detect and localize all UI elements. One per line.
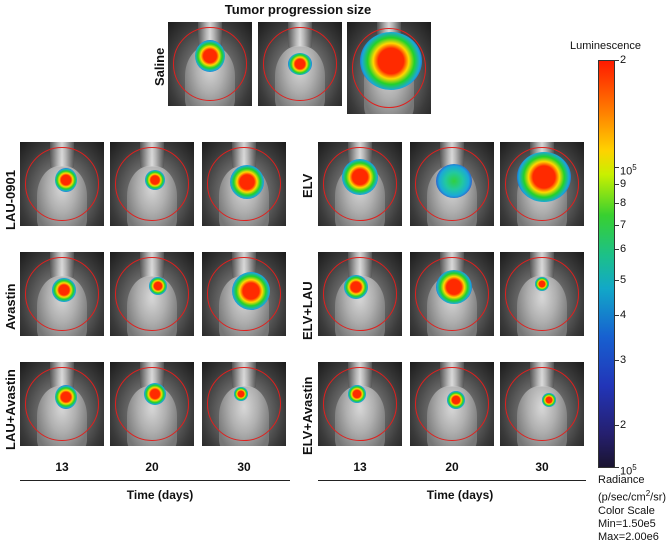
image-avastin-13 <box>20 252 104 336</box>
image-lau-0901-13 <box>20 142 104 226</box>
day-label-13: 13 <box>55 460 69 474</box>
roi-circle <box>207 367 281 441</box>
roi-circle <box>415 147 489 221</box>
day-label-30-right: 30 <box>535 460 549 474</box>
time-axis-title-right: Time (days) <box>426 488 494 502</box>
roi-circle <box>207 257 281 331</box>
radiance-units: (p/sec/cm2/sr) <box>598 489 667 504</box>
time-axis-line-left <box>20 480 290 481</box>
image-elv-13 <box>318 142 402 226</box>
image-saline-13 <box>168 22 252 106</box>
roi-circle <box>415 257 489 331</box>
colorbar-label-2: 2 <box>620 419 627 431</box>
row-label-lau-avastin: LAU+Avastin <box>3 369 18 450</box>
row-label-avastin: Avastin <box>3 283 18 330</box>
roi-circle <box>25 257 99 331</box>
image-elv-30 <box>500 142 584 226</box>
roi-circle <box>415 367 489 441</box>
colorbar-label-3: 3 <box>620 354 627 366</box>
image-elv-lau-20 <box>410 252 494 336</box>
image-elv-lau-13 <box>318 252 402 336</box>
image-elv-20 <box>410 142 494 226</box>
row-label-saline: Saline <box>152 47 167 86</box>
image-saline-20 <box>258 22 342 106</box>
row-label-elv: ELV <box>300 173 315 198</box>
roi-circle <box>115 147 189 221</box>
colorbar-label-10-5: 105 <box>620 163 637 178</box>
roi-circle <box>173 27 247 101</box>
image-elv-avastin-13 <box>318 362 402 446</box>
roi-circle <box>25 147 99 221</box>
image-elv-avastin-30 <box>500 362 584 446</box>
image-lau-avastin-13 <box>20 362 104 446</box>
color-scale-label: Color Scale <box>598 505 655 517</box>
roi-circle <box>323 367 397 441</box>
image-elv-lau-30 <box>500 252 584 336</box>
row-label-lau-0901: LAU-0901 <box>3 170 18 230</box>
color-scale-min: Min=1.50e5 <box>598 518 656 530</box>
roi-circle <box>352 27 426 109</box>
colorbar-label-bottom: 105 <box>620 463 637 478</box>
colorbar-label-7: 7 <box>620 219 627 231</box>
day-label-20: 20 <box>145 460 159 474</box>
day-label-30: 30 <box>237 460 251 474</box>
time-axis-title-left: Time (days) <box>126 488 194 502</box>
image-lau-avastin-20 <box>110 362 194 446</box>
colorbar-label-top: 2 <box>620 54 627 66</box>
day-label-13-right: 13 <box>353 460 367 474</box>
time-axis-line-right <box>318 480 586 481</box>
image-lau-0901-20 <box>110 142 194 226</box>
row-label-elv-lau: ELV+LAU <box>300 281 315 340</box>
colorbar-label-4: 4 <box>620 309 627 321</box>
radiance-label: Radiance <box>598 474 645 486</box>
roi-circle <box>323 147 397 221</box>
colorbar-label-9: 9 <box>620 178 627 190</box>
luminescence-colorbar <box>598 60 615 468</box>
roi-circle <box>263 27 337 101</box>
roi-circle <box>505 257 579 331</box>
row-label-elv-avastin: ELV+Avastin <box>300 376 315 455</box>
image-avastin-20 <box>110 252 194 336</box>
roi-circle <box>207 147 281 221</box>
image-avastin-30 <box>202 252 286 336</box>
image-elv-avastin-20 <box>410 362 494 446</box>
roi-circle <box>505 147 579 221</box>
colorbar-label-8: 8 <box>620 197 627 209</box>
roi-circle <box>115 257 189 331</box>
roi-circle <box>115 367 189 441</box>
image-lau-avastin-30 <box>202 362 286 446</box>
roi-circle <box>505 367 579 441</box>
image-saline-30 <box>347 22 431 114</box>
color-scale-max: Max=2.00e6 <box>598 531 659 543</box>
colorbar-title: Luminescence <box>570 40 641 52</box>
colorbar-label-5: 5 <box>620 274 627 286</box>
figure-title: Tumor progression size <box>224 2 372 17</box>
image-lau-0901-30 <box>202 142 286 226</box>
colorbar-label-6: 6 <box>620 243 627 255</box>
roi-circle <box>323 257 397 331</box>
day-label-20-right: 20 <box>445 460 459 474</box>
roi-circle <box>25 367 99 441</box>
